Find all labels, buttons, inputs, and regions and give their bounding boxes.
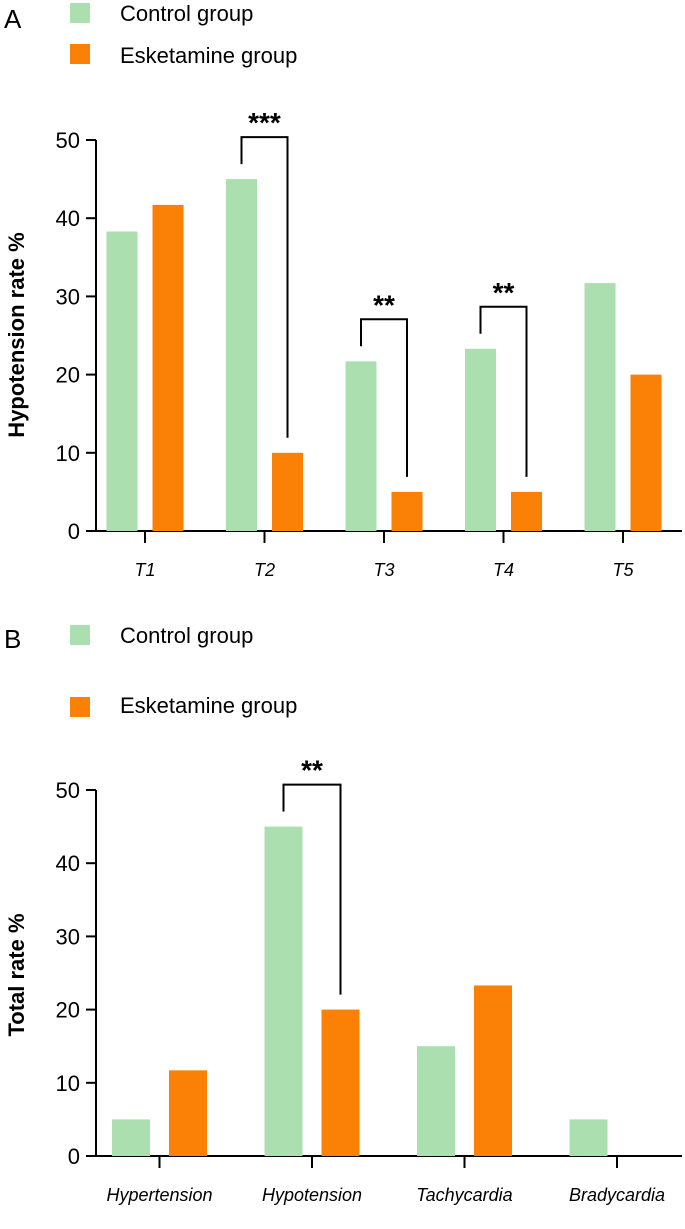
panel-b-x-tick-label-hypotension: Hypotension [262,1185,362,1205]
panel-a-bar-control-t5 [584,283,616,531]
legend-a-esketamine-swatch [70,44,90,64]
panel-b-x-tick-label-tachycardia: Tachycardia [416,1185,512,1205]
legend-b-esketamine-label: Esketamine group [120,693,297,718]
panel-a-bar-esketamine-t4 [511,491,542,531]
panel-b-legend: Control group Esketamine group [70,623,297,718]
legend-a-control-label: Control group [120,1,253,26]
panel-a-x-tick-label-t1: T1 [134,560,155,580]
panel-b-bar-control-bradycardia [569,1119,608,1156]
panel-b-x-tick-label-hypertension: Hypertension [106,1185,212,1205]
panel-a-y-axis-label: Hypotension rate % [4,232,29,437]
panel-a-bar-esketamine-t2 [272,452,303,531]
panel-b-bar-esketamine-hypotension [321,1009,360,1156]
panel-a-bar-esketamine-t1 [152,204,184,531]
panel-a-y-tick-label: 10 [56,441,80,466]
panel-b-y-tick-label: 40 [56,851,80,876]
panel-a-bar-control-t1 [106,231,138,531]
panel-a-bar-control-t3 [345,361,377,531]
panel-a-significance-label-t2: *** [248,107,281,138]
panel-a-significance-label-t3: ** [373,289,395,320]
panel-a-y-tick-label: 20 [56,363,80,388]
panel-b-letter: B [4,624,21,654]
panel-a-bar-esketamine-t3 [391,491,423,531]
panel-a-significance-label-t4: ** [493,277,515,308]
panel-b-y-axis-label: Total rate % [4,913,29,1036]
panel-a-bar-esketamine-t5 [630,374,662,531]
panel-b-significance-label-hypotension: ** [301,755,323,786]
panel-b-y-tick-label: 20 [56,998,80,1023]
panel-a-significance-bracket-t4 [479,305,528,477]
panel-b-y-tick-label: 10 [56,1071,80,1096]
panel-b-bar-control-tachycardia [417,1046,455,1156]
panel-a-y-tick-label: 0 [68,519,80,544]
panel-b-y-tick-label: 0 [68,1144,80,1169]
panel-b-bar-esketamine-tachycardia [474,985,512,1156]
panel-b-bar-control-hypotension [264,826,303,1156]
panel-b-plot: 0 10 20 30 40 50 Hypertension Hypotension Tachyc… [56,755,682,1205]
panel-a-letter: A [4,4,22,34]
panel-a-significance-bracket-t2 [240,136,289,438]
legend-b-control-label: Control group [120,623,253,648]
panel-a-x-tick-label-t2: T2 [254,560,275,580]
panel-b-x-tick-label-bradycardia: Bradycardia [569,1185,665,1205]
panel-a-y-tick-label: 50 [56,128,80,153]
panel-a-y-tick-label: 30 [56,284,80,309]
panel-a-bar-control-t2 [226,179,257,531]
panel-a-significance-bracket-t3 [360,318,408,477]
panel-b-bar-esketamine-hypertension [169,1070,207,1156]
panel-a-x-tick-label-t5: T5 [612,560,634,580]
legend-a-control-swatch [70,3,90,23]
legend-a-esketamine-label: Esketamine group [120,43,297,68]
panel-b-y-tick-label: 30 [56,924,80,949]
legend-b-esketamine-swatch [70,697,90,717]
panel-b-significance-bracket-hypotension [282,783,342,995]
panel-a-y-tick-label: 40 [56,206,80,231]
legend-b-control-swatch [70,625,90,645]
panel-a-x-tick-label-t4: T4 [493,560,514,580]
panel-a-bar-control-t4 [465,348,496,531]
panel-b-y-tick-label: 50 [56,778,80,803]
panel-a-legend: Control group Esketamine group [70,1,297,68]
panel-b-bar-control-hypertension [112,1119,150,1156]
panel-a-x-tick-label-t3: T3 [373,560,394,580]
